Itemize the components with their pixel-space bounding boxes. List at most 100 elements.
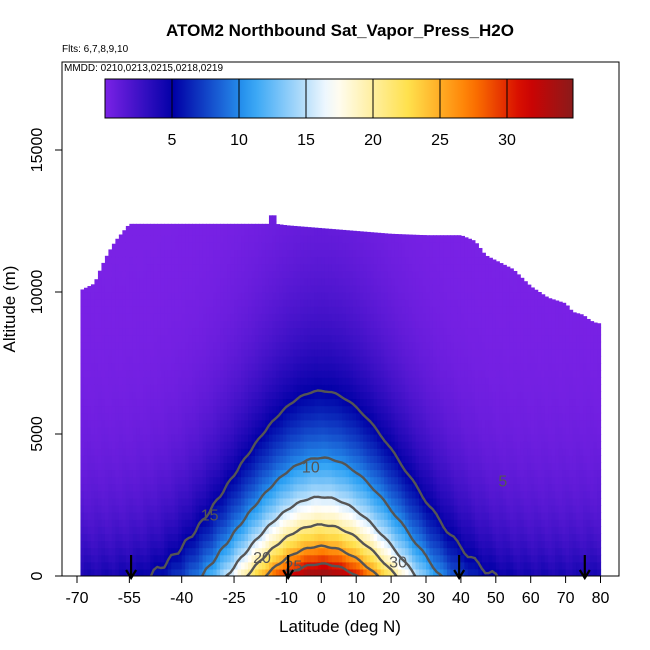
heatmap-cell <box>167 341 172 350</box>
heatmap-cell <box>230 519 235 527</box>
heatmap-cell <box>317 540 322 549</box>
heatmap-cell <box>373 284 378 293</box>
heatmap-cell <box>265 554 270 563</box>
heatmap-cell <box>419 277 424 286</box>
heatmap-cell <box>213 476 218 485</box>
heatmap-cell <box>248 256 253 265</box>
heatmap-cell <box>289 263 294 272</box>
heatmap-cell <box>97 405 103 414</box>
heatmap-cell <box>97 327 103 336</box>
heatmap-cell <box>289 483 294 492</box>
heatmap-cell <box>209 270 214 279</box>
heatmap-cell <box>303 327 308 336</box>
heatmap-cell <box>345 277 350 286</box>
heatmap-cell <box>209 448 214 456</box>
heatmap-cell <box>248 526 253 534</box>
heatmap-cell <box>426 405 431 414</box>
heatmap-cell <box>380 306 385 314</box>
heatmap-cell <box>248 242 253 250</box>
heatmap-cell <box>230 263 235 272</box>
heatmap-cell <box>412 505 417 513</box>
heatmap-cell <box>220 469 225 478</box>
heatmap-cell <box>338 313 343 321</box>
heatmap-cell <box>293 455 298 463</box>
heatmap-cell <box>97 292 103 300</box>
heatmap-cell <box>261 263 267 272</box>
heatmap-cell <box>373 554 378 563</box>
heatmap-cell <box>384 519 389 527</box>
heatmap-cell <box>87 419 92 428</box>
heatmap-cell <box>377 299 382 307</box>
heatmap-cell <box>216 334 221 343</box>
heatmap-cell <box>314 370 319 378</box>
heatmap-cell <box>391 462 396 471</box>
heatmap-cell <box>174 398 179 407</box>
heatmap-cell <box>251 223 256 229</box>
heatmap-cell <box>192 426 197 435</box>
heatmap-cell <box>90 398 96 407</box>
heatmap-cell <box>181 327 186 336</box>
heatmap-cell <box>171 228 176 236</box>
heatmap-cell <box>380 320 385 329</box>
heatmap-cell <box>261 441 267 449</box>
heatmap-cell <box>342 512 347 520</box>
heatmap-cell <box>185 370 190 378</box>
heatmap-cell <box>132 306 137 314</box>
heatmap-cell <box>80 412 85 421</box>
heatmap-cell <box>167 327 172 336</box>
heatmap-cell <box>139 540 144 549</box>
heatmap-cell <box>146 547 151 556</box>
heatmap-cell <box>398 263 403 272</box>
heatmap-cell <box>258 391 263 400</box>
heatmap-cell <box>248 320 253 329</box>
heatmap-cell <box>349 412 354 421</box>
heatmap-cell <box>251 242 256 250</box>
heatmap-cell <box>118 405 123 414</box>
heatmap-cell <box>370 469 375 478</box>
heatmap-cell <box>199 341 204 350</box>
heatmap-cell <box>213 235 218 243</box>
heatmap-cell <box>188 405 193 414</box>
heatmap-cell <box>426 334 431 343</box>
heatmap-cell <box>118 561 123 570</box>
heatmap-cell <box>118 540 123 549</box>
heatmap-cell <box>310 313 315 321</box>
heatmap-cell <box>272 215 277 222</box>
heatmap-cell <box>83 355 89 364</box>
heatmap-cell <box>87 519 92 527</box>
heatmap-cell <box>223 398 228 407</box>
heatmap-cell <box>153 441 158 449</box>
heatmap-cell <box>122 405 127 414</box>
heatmap-cell <box>125 363 130 371</box>
heatmap-cell <box>426 256 431 265</box>
heatmap-cell <box>139 223 144 229</box>
heatmap-cell <box>136 405 141 414</box>
heatmap-cell <box>377 341 382 350</box>
heatmap-cell <box>178 398 183 407</box>
heatmap-cell <box>377 568 382 576</box>
heatmap-cell <box>125 476 130 485</box>
heatmap-cell <box>244 526 249 534</box>
heatmap-cell <box>122 533 127 542</box>
heatmap-cell <box>94 334 99 343</box>
heatmap-cell <box>342 391 347 400</box>
heatmap-cell <box>412 497 417 506</box>
heatmap-cell <box>181 448 186 456</box>
heatmap-cell <box>209 426 214 435</box>
heatmap-cell <box>209 398 214 407</box>
heatmap-cell <box>342 469 347 478</box>
heatmap-cell <box>331 313 336 321</box>
heatmap-cell <box>426 348 431 357</box>
heatmap-cell <box>370 341 375 350</box>
heatmap-cell <box>83 448 89 456</box>
heatmap-cell <box>167 256 172 265</box>
heatmap-cell <box>387 270 392 279</box>
heatmap-cell <box>192 263 197 272</box>
heatmap-cell <box>419 234 424 236</box>
heatmap-cell <box>202 434 207 442</box>
heatmap-cell <box>234 277 239 286</box>
heatmap-cell <box>412 299 417 307</box>
heatmap-cell <box>220 419 225 428</box>
heatmap-cell <box>209 249 214 258</box>
heatmap-cell <box>167 434 172 442</box>
